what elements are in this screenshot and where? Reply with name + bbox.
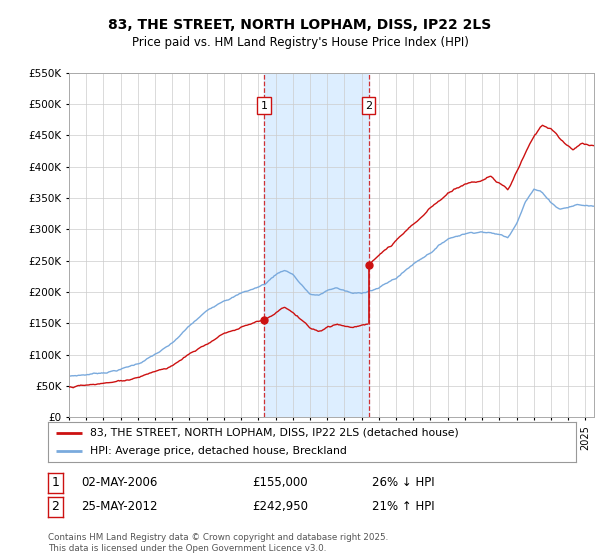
Text: 1: 1 [52, 476, 59, 489]
Text: 2: 2 [365, 100, 372, 110]
Text: 21% ↑ HPI: 21% ↑ HPI [372, 500, 434, 514]
Text: 25-MAY-2012: 25-MAY-2012 [81, 500, 157, 514]
Text: 1: 1 [260, 100, 268, 110]
Text: 83, THE STREET, NORTH LOPHAM, DISS, IP22 2LS: 83, THE STREET, NORTH LOPHAM, DISS, IP22… [109, 18, 491, 32]
Text: 83, THE STREET, NORTH LOPHAM, DISS, IP22 2LS (detached house): 83, THE STREET, NORTH LOPHAM, DISS, IP22… [90, 428, 459, 437]
Text: 02-MAY-2006: 02-MAY-2006 [81, 476, 157, 489]
Text: 2: 2 [52, 500, 59, 514]
Text: £242,950: £242,950 [252, 500, 308, 514]
Text: £155,000: £155,000 [252, 476, 308, 489]
Text: 26% ↓ HPI: 26% ↓ HPI [372, 476, 434, 489]
Text: HPI: Average price, detached house, Breckland: HPI: Average price, detached house, Brec… [90, 446, 347, 456]
Bar [264, 73, 368, 417]
Text: Contains HM Land Registry data © Crown copyright and database right 2025.
This d: Contains HM Land Registry data © Crown c… [48, 533, 388, 553]
Text: Price paid vs. HM Land Registry's House Price Index (HPI): Price paid vs. HM Land Registry's House … [131, 36, 469, 49]
